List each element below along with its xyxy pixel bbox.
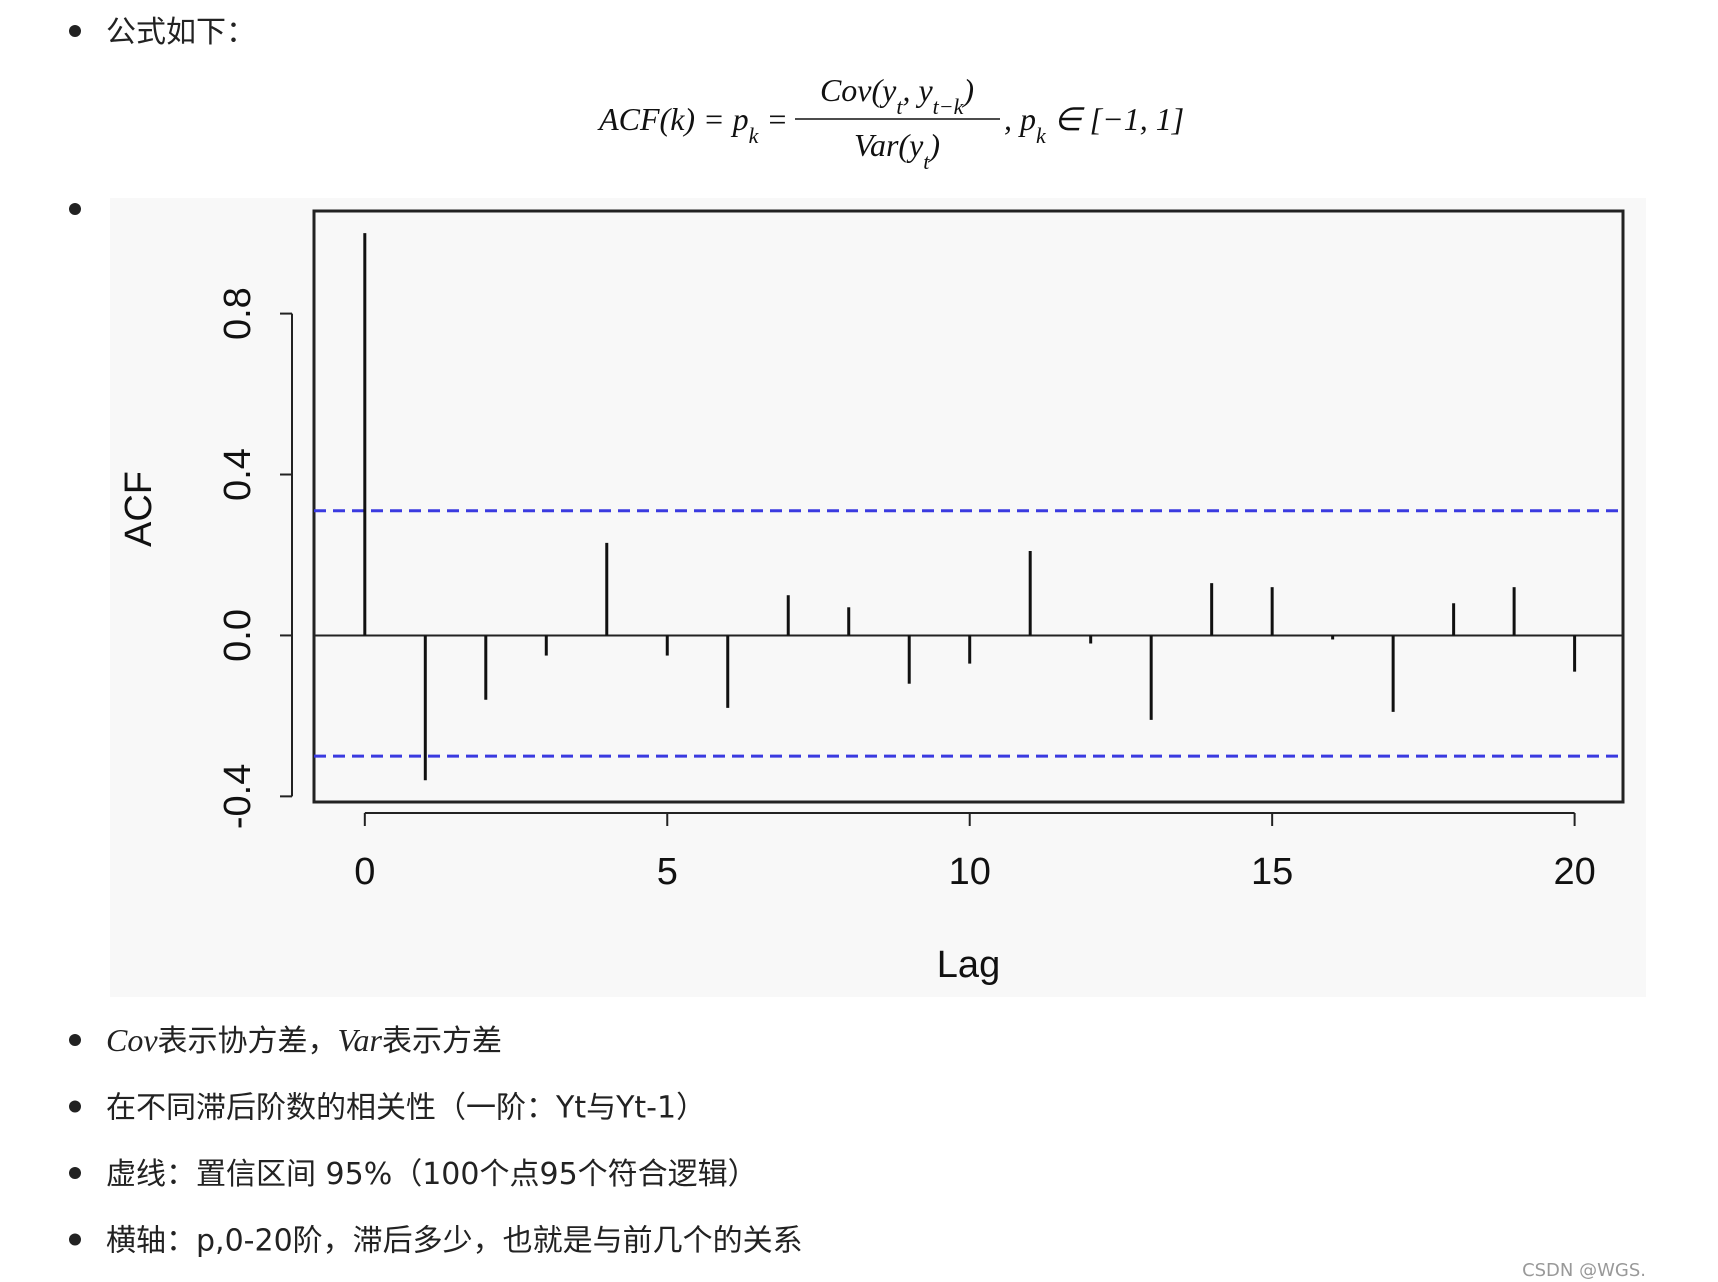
formula-text: Var(y (854, 127, 924, 163)
formula-denominator: Var(yt) (854, 127, 940, 174)
formula-text: ∈ [−1, 1] (1046, 101, 1184, 137)
bullet-segment: 横轴：p,0-20阶，滞后多少，也就是与前几个的关系 (106, 1224, 803, 1259)
y-tick-label: 0.0 (217, 609, 259, 662)
x-tick-label: 10 (949, 851, 991, 893)
x-tick-label: 0 (354, 851, 375, 893)
x-tick-label: 20 (1553, 851, 1595, 893)
formula-numerator: Cov(yt, yt−k) (820, 72, 974, 119)
subscript: t−k (933, 94, 965, 119)
subscript: t (896, 94, 903, 119)
bullet (69, 1100, 81, 1113)
formula-text: ) (961, 72, 974, 108)
bullet-segment: 虚线：置信区间 95%（100个点95个符合逻辑） (106, 1157, 758, 1192)
bullet-text: Cov表示协方差，Var表示方差 (106, 1022, 502, 1059)
plot-frame (312, 209, 1625, 804)
bullet (69, 1233, 81, 1246)
bullet-text: 在不同滞后阶数的相关性（一阶：Yt与Yt-1） (106, 1091, 706, 1126)
y-tick-label: -0.4 (217, 764, 259, 829)
formula-text: Cov(y (820, 72, 897, 108)
formula-text: , y (902, 72, 933, 108)
bullet (69, 1167, 81, 1179)
x-tick-label: 5 (657, 851, 678, 893)
watermark: CSDN @WGS. (1522, 1260, 1646, 1281)
x-axis-label: Lag (937, 944, 1000, 986)
bullet (69, 25, 81, 37)
chart-background (110, 198, 1646, 997)
subscript: k (749, 123, 760, 148)
formula-lhs: ACF(k) = pk = (597, 101, 788, 148)
y-tick-label: 0.4 (217, 448, 259, 501)
formula-text: ) (927, 127, 940, 163)
bullet-text: 虚线：置信区间 95%（100个点95个符合逻辑） (106, 1157, 758, 1192)
formula-text: ACF(k) = p (597, 101, 749, 137)
intro-text: 公式如下： (106, 15, 256, 50)
bullet-segment: 表示协方差， (158, 1024, 338, 1059)
subscript: t (923, 149, 930, 174)
formula-tail: , pk ∈ [−1, 1] (1004, 101, 1184, 148)
bullet-text: 横轴：p,0-20阶，滞后多少，也就是与前几个的关系 (106, 1224, 803, 1259)
formula-text: = (758, 101, 788, 137)
bullet (69, 1034, 81, 1046)
bullet (69, 203, 81, 215)
bullet-segment: Cov (106, 1022, 158, 1058)
y-tick-label: 0.8 (217, 287, 259, 340)
subscript: k (1036, 123, 1047, 148)
bullet-segment: 在不同滞后阶数的相关性（一阶：Yt与Yt-1） (106, 1091, 706, 1126)
formula-text: , p (1004, 101, 1036, 137)
bullet-segment: Var (338, 1022, 383, 1058)
y-axis-label: ACF (118, 471, 160, 547)
x-tick-label: 15 (1251, 851, 1293, 893)
bullet-segment: 表示方差 (382, 1024, 502, 1059)
